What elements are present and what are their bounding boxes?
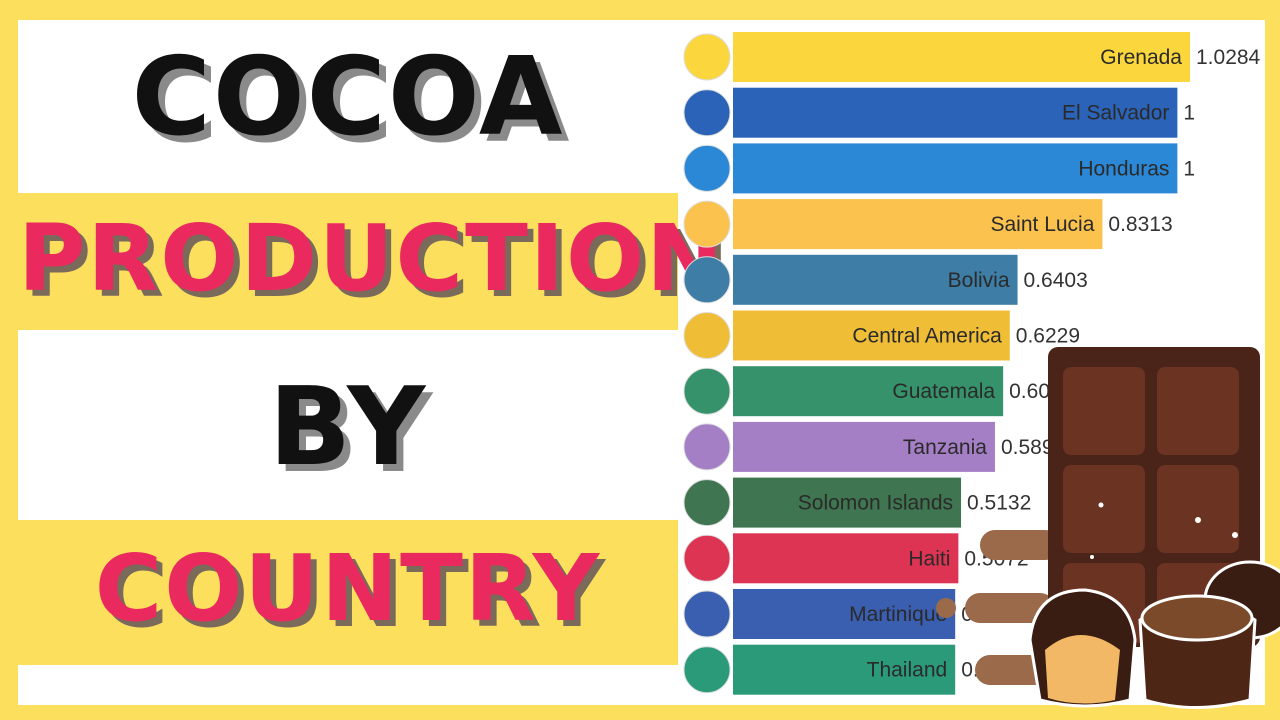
bar — [733, 477, 962, 528]
bar — [733, 533, 959, 584]
guatemala-flag-icon — [683, 367, 731, 415]
martinique-flag-icon — [683, 590, 731, 638]
value-label: 0.6403 — [1024, 269, 1088, 292]
grenada-flag-icon — [683, 33, 731, 81]
bar — [733, 32, 1190, 82]
bar-label: Solomon Islands — [798, 492, 953, 515]
haiti-flag-icon — [683, 534, 731, 582]
bar-label: El Salvador — [1062, 102, 1169, 125]
bar-label: Saint Lucia — [991, 213, 1095, 236]
bar — [733, 143, 1178, 194]
title-production: PRODUCTION — [18, 205, 726, 312]
bar — [733, 199, 1103, 250]
saint-lucia-flag-icon — [683, 200, 731, 248]
bar — [733, 589, 956, 639]
bar-label: Thailand — [867, 659, 948, 682]
chocolate-illustration — [936, 347, 1280, 709]
thailand-flag-icon — [683, 646, 731, 694]
bar-label: Haiti — [908, 547, 950, 570]
value-label: 0.8313 — [1108, 213, 1172, 236]
bar — [733, 644, 956, 695]
title-band-production — [18, 193, 678, 330]
el-salvador-flag-icon — [683, 89, 731, 137]
bar-label: Tanzania — [903, 436, 987, 459]
bar-label: Bolivia — [948, 269, 1010, 292]
honduras-flag-icon — [683, 144, 731, 192]
value-label: 1 — [1183, 102, 1195, 125]
bar-label: Honduras — [1078, 157, 1169, 180]
bar-label: Central America — [852, 325, 1002, 348]
bar — [733, 87, 1178, 138]
title-country: COUNTRY — [94, 535, 602, 642]
bar-label: Grenada — [1100, 46, 1182, 69]
bar — [733, 366, 1004, 417]
value-label: 1.0284 — [1196, 46, 1261, 69]
bar-label: Martinique — [849, 603, 947, 626]
title-by: BY — [268, 365, 428, 490]
solomon-islands-flag-icon — [683, 479, 731, 527]
value-label: 0.6229 — [1016, 325, 1080, 348]
title-cocoa: COCOA — [131, 35, 565, 160]
bar-label: Guatemala — [892, 380, 995, 403]
bar — [733, 310, 1010, 361]
tanzania-flag-icon — [683, 423, 731, 471]
bolivia-flag-icon — [683, 256, 731, 304]
value-label: 1 — [1183, 157, 1195, 180]
bar — [733, 254, 1018, 305]
bar — [733, 421, 995, 472]
value-label: 0.5132 — [967, 492, 1031, 515]
title-band-country — [18, 520, 678, 665]
central-america-flag-icon — [683, 312, 731, 359]
